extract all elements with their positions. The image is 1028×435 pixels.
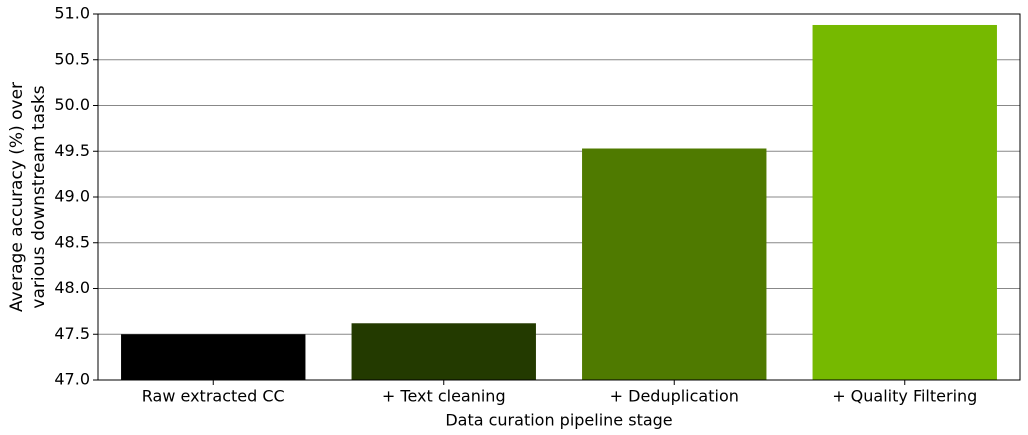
y-tick-label: 49.5 xyxy=(54,141,90,160)
y-tick-label: 51.0 xyxy=(54,4,90,23)
bar xyxy=(121,334,306,380)
x-tick-label: + Deduplication xyxy=(610,387,739,406)
x-tick-label: + Quality Filtering xyxy=(832,387,977,406)
plot-frame xyxy=(97,13,1021,381)
y-tick-label: 48.5 xyxy=(54,232,90,251)
y-tick-label: 50.5 xyxy=(54,49,90,68)
y-tick-label: 50.0 xyxy=(54,95,90,114)
x-axis-label: Data curation pipeline stage xyxy=(445,411,672,430)
x-tick-label: Raw extracted CC xyxy=(142,387,285,406)
x-tick-label: + Text cleaning xyxy=(382,387,506,406)
y-tick-label: 48.0 xyxy=(54,278,90,297)
y-tick-label: 47.5 xyxy=(54,324,90,343)
y-axis-label: various downstream tasks xyxy=(29,85,49,308)
y-tick-label: 49.0 xyxy=(54,187,90,206)
y-axis-label: Average accuracy (%) over xyxy=(7,82,27,312)
bar xyxy=(812,24,997,380)
y-tick-label: 47.0 xyxy=(54,370,90,389)
bar xyxy=(351,323,536,380)
bar xyxy=(582,148,767,380)
